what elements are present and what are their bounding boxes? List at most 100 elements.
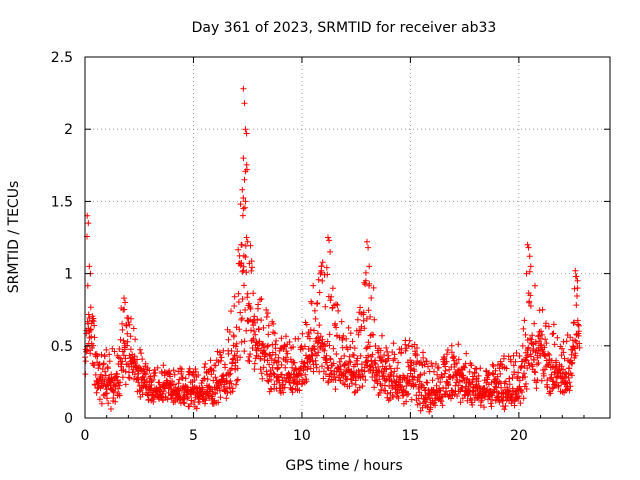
data-point xyxy=(241,204,248,211)
data-point xyxy=(570,344,577,351)
data-point xyxy=(122,368,129,375)
data-point xyxy=(540,372,547,379)
data-point xyxy=(403,398,410,405)
data-point xyxy=(365,307,372,314)
data-point xyxy=(122,381,129,388)
data-point xyxy=(334,302,341,308)
data-point xyxy=(544,377,551,384)
data-point xyxy=(420,349,426,356)
data-point xyxy=(233,340,240,347)
data-point xyxy=(532,282,538,289)
data-point xyxy=(98,351,105,358)
y-tick-label: 0.5 xyxy=(51,339,73,355)
data-point xyxy=(568,351,575,358)
data-point xyxy=(316,289,323,296)
data-point xyxy=(335,307,342,314)
data-point xyxy=(228,380,235,387)
data-point xyxy=(154,364,161,371)
data-point xyxy=(406,337,413,344)
data-point xyxy=(547,390,554,397)
data-point xyxy=(505,353,512,360)
data-point xyxy=(147,385,154,392)
data-point xyxy=(503,365,510,372)
data-point xyxy=(212,362,219,369)
data-point xyxy=(310,282,317,289)
data-point xyxy=(268,386,275,393)
data-point xyxy=(279,381,286,388)
data-point xyxy=(239,186,246,193)
data-point xyxy=(413,345,420,351)
data-point xyxy=(554,334,561,341)
data-point xyxy=(178,366,185,373)
data-point xyxy=(312,315,319,322)
data-point xyxy=(549,385,556,392)
data-point xyxy=(535,360,542,366)
data-point xyxy=(181,400,188,407)
data-point xyxy=(525,344,532,351)
data-point xyxy=(283,354,290,361)
data-point xyxy=(110,395,117,401)
data-point xyxy=(454,393,461,399)
data-point xyxy=(501,406,508,413)
data-point xyxy=(212,374,219,381)
data-point xyxy=(442,367,449,374)
data-point xyxy=(575,328,582,335)
data-point xyxy=(114,371,121,378)
data-point xyxy=(105,400,112,407)
data-point xyxy=(365,244,372,251)
data-point xyxy=(249,264,255,271)
data-point xyxy=(195,372,202,378)
data-point xyxy=(441,355,448,362)
data-point xyxy=(239,296,246,302)
data-point xyxy=(533,340,539,347)
data-point xyxy=(417,371,424,378)
data-point xyxy=(516,377,523,384)
data-point xyxy=(531,320,538,327)
data-point xyxy=(466,389,473,396)
data-point xyxy=(529,332,536,339)
data-point xyxy=(524,352,531,359)
data-point xyxy=(223,395,230,402)
data-point xyxy=(234,365,241,372)
data-point xyxy=(182,375,189,382)
data-point xyxy=(91,334,98,341)
data-point xyxy=(147,373,154,380)
data-point xyxy=(365,352,372,359)
data-point xyxy=(319,363,325,370)
data-point xyxy=(404,391,410,398)
data-point xyxy=(362,277,369,284)
data-point xyxy=(421,361,428,368)
data-point xyxy=(289,358,295,365)
data-point xyxy=(269,364,276,371)
data-point xyxy=(119,358,126,365)
data-point xyxy=(244,290,251,297)
data-point xyxy=(441,370,448,377)
data-point xyxy=(541,366,548,373)
data-point xyxy=(368,295,375,301)
data-point xyxy=(265,322,272,329)
data-point xyxy=(198,380,205,387)
data-point xyxy=(370,284,377,291)
data-point xyxy=(429,363,436,370)
data-point xyxy=(538,328,544,335)
data-point xyxy=(274,373,281,380)
data-point xyxy=(317,344,323,351)
data-point xyxy=(550,330,557,337)
data-point xyxy=(193,405,200,412)
data-point xyxy=(256,326,262,333)
data-point xyxy=(299,330,306,337)
data-point xyxy=(393,373,400,380)
data-point xyxy=(444,351,450,358)
data-point xyxy=(496,365,503,372)
data-point xyxy=(532,369,539,376)
data-point xyxy=(324,364,331,371)
data-point xyxy=(367,313,374,320)
data-point xyxy=(437,387,444,394)
data-point xyxy=(327,356,334,363)
data-point xyxy=(307,326,314,333)
data-point xyxy=(169,378,176,385)
data-point xyxy=(275,354,282,361)
data-point xyxy=(164,379,171,386)
data-point xyxy=(370,331,377,338)
data-point xyxy=(257,296,263,303)
